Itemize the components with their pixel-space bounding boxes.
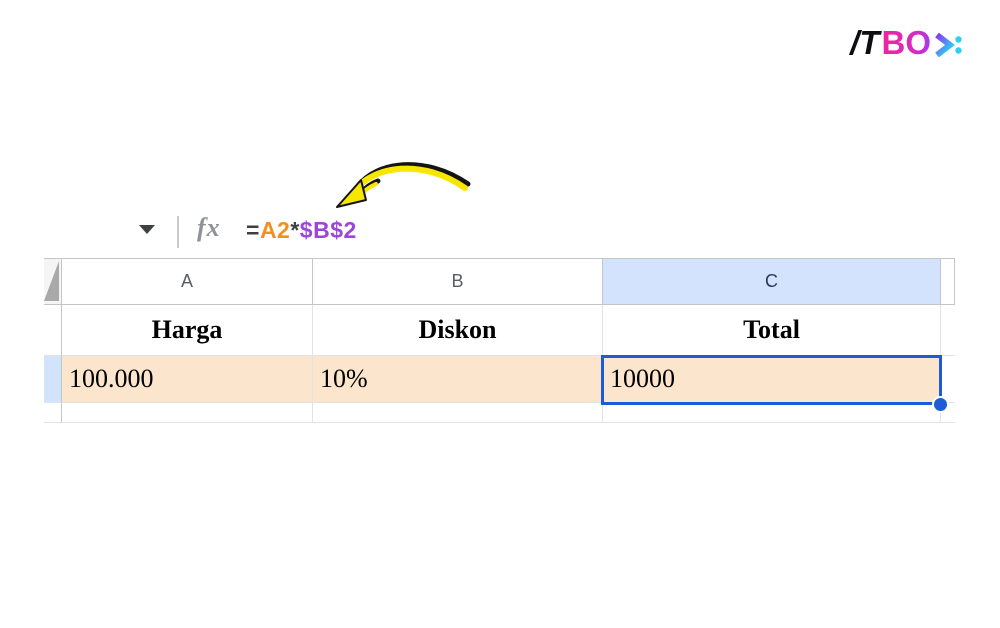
- column-header-d-partial[interactable]: [941, 258, 955, 305]
- column-header-c-selected[interactable]: C: [603, 258, 941, 305]
- name-box-dropdown-icon[interactable]: [139, 225, 155, 234]
- column-header-b[interactable]: B: [313, 258, 603, 305]
- select-all-corner[interactable]: [44, 258, 62, 305]
- row-header-1[interactable]: [44, 305, 62, 356]
- curved-yellow-arrow-icon: [336, 162, 471, 208]
- cell-b1[interactable]: Diskon: [313, 305, 603, 356]
- row-header-2-selected[interactable]: [44, 356, 62, 403]
- formula-segment-equals: =: [246, 217, 260, 243]
- chevron-colon-x-icon: [935, 32, 962, 57]
- formula-segment-ref1: A2: [259, 217, 291, 243]
- cell-a3[interactable]: [62, 403, 313, 423]
- select-all-triangle-icon: [44, 261, 59, 301]
- formula-bar-divider: [177, 216, 179, 248]
- formula-segment-ref2: $B$2: [299, 217, 357, 243]
- cell-d3-partial[interactable]: [941, 403, 955, 423]
- fill-handle[interactable]: [932, 396, 949, 413]
- cell-c1[interactable]: Total: [603, 305, 941, 356]
- cell-d1-partial[interactable]: [941, 305, 955, 356]
- row-header-3[interactable]: [44, 403, 62, 423]
- logo-text-bo: BO: [881, 24, 932, 61]
- logo-text-it: /T: [850, 24, 880, 61]
- column-header-a[interactable]: A: [62, 258, 313, 305]
- cell-a2[interactable]: 100.000: [62, 356, 313, 403]
- fx-icon: fx: [197, 213, 221, 242]
- formula-input[interactable]: =A2*$B$2: [246, 217, 357, 244]
- cell-c3[interactable]: [603, 403, 941, 423]
- cell-c2-selected[interactable]: 10000: [603, 356, 941, 403]
- cell-b3[interactable]: [313, 403, 603, 423]
- spreadsheet-grid: A B C Harga Diskon Total 100.000 10% 100…: [44, 258, 955, 423]
- formula-segment-operator: *: [290, 217, 300, 243]
- cell-b2[interactable]: 10%: [313, 356, 603, 403]
- cell-a1[interactable]: Harga: [62, 305, 313, 356]
- itbox-logo: /T BO: [850, 24, 964, 62]
